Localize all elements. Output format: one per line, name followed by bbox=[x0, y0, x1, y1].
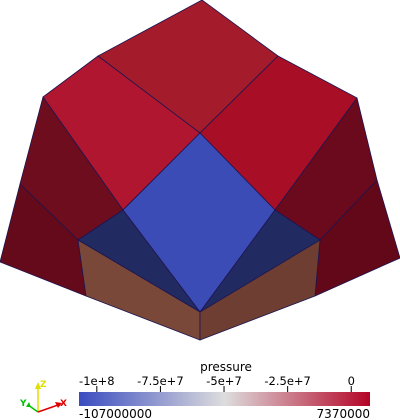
colorbar-min-label: -107000000 bbox=[79, 407, 152, 420]
colorbar-tick-label: -5e+7 bbox=[206, 374, 242, 388]
colorbar-tick-label: -7.5e+7 bbox=[137, 374, 183, 388]
z-axis-label: Z bbox=[40, 380, 47, 390]
mesh-geometry bbox=[0, 0, 400, 341]
x-axis-arrow bbox=[55, 402, 62, 408]
colorbar-max-label: 7370000 bbox=[317, 407, 370, 420]
colorbar-tick-label: -2.5e+7 bbox=[264, 374, 310, 388]
x-axis-label: X bbox=[60, 399, 67, 409]
color-legend: pressure -1e+8 -7.5e+7 -5e+7 -2.5e+7 0 -1070… bbox=[79, 360, 370, 420]
mesh-face-brown-right-lower bbox=[199, 239, 321, 341]
colorbar-tick-label: -1e+8 bbox=[79, 374, 115, 388]
colorbar-gradient bbox=[79, 392, 370, 406]
y-axis-label: Y bbox=[19, 399, 27, 409]
x-axis-line bbox=[37, 404, 59, 413]
colorbar-tick-label: 0 bbox=[348, 374, 355, 388]
orientation-axes: Z Y X bbox=[19, 380, 67, 413]
colorbar-title: pressure bbox=[200, 360, 252, 374]
y-axis-arrow bbox=[26, 402, 31, 407]
z-axis-arrow bbox=[35, 382, 41, 389]
colorbar-tick-group: -1e+8 -7.5e+7 -5e+7 -2.5e+7 0 bbox=[79, 374, 355, 392]
